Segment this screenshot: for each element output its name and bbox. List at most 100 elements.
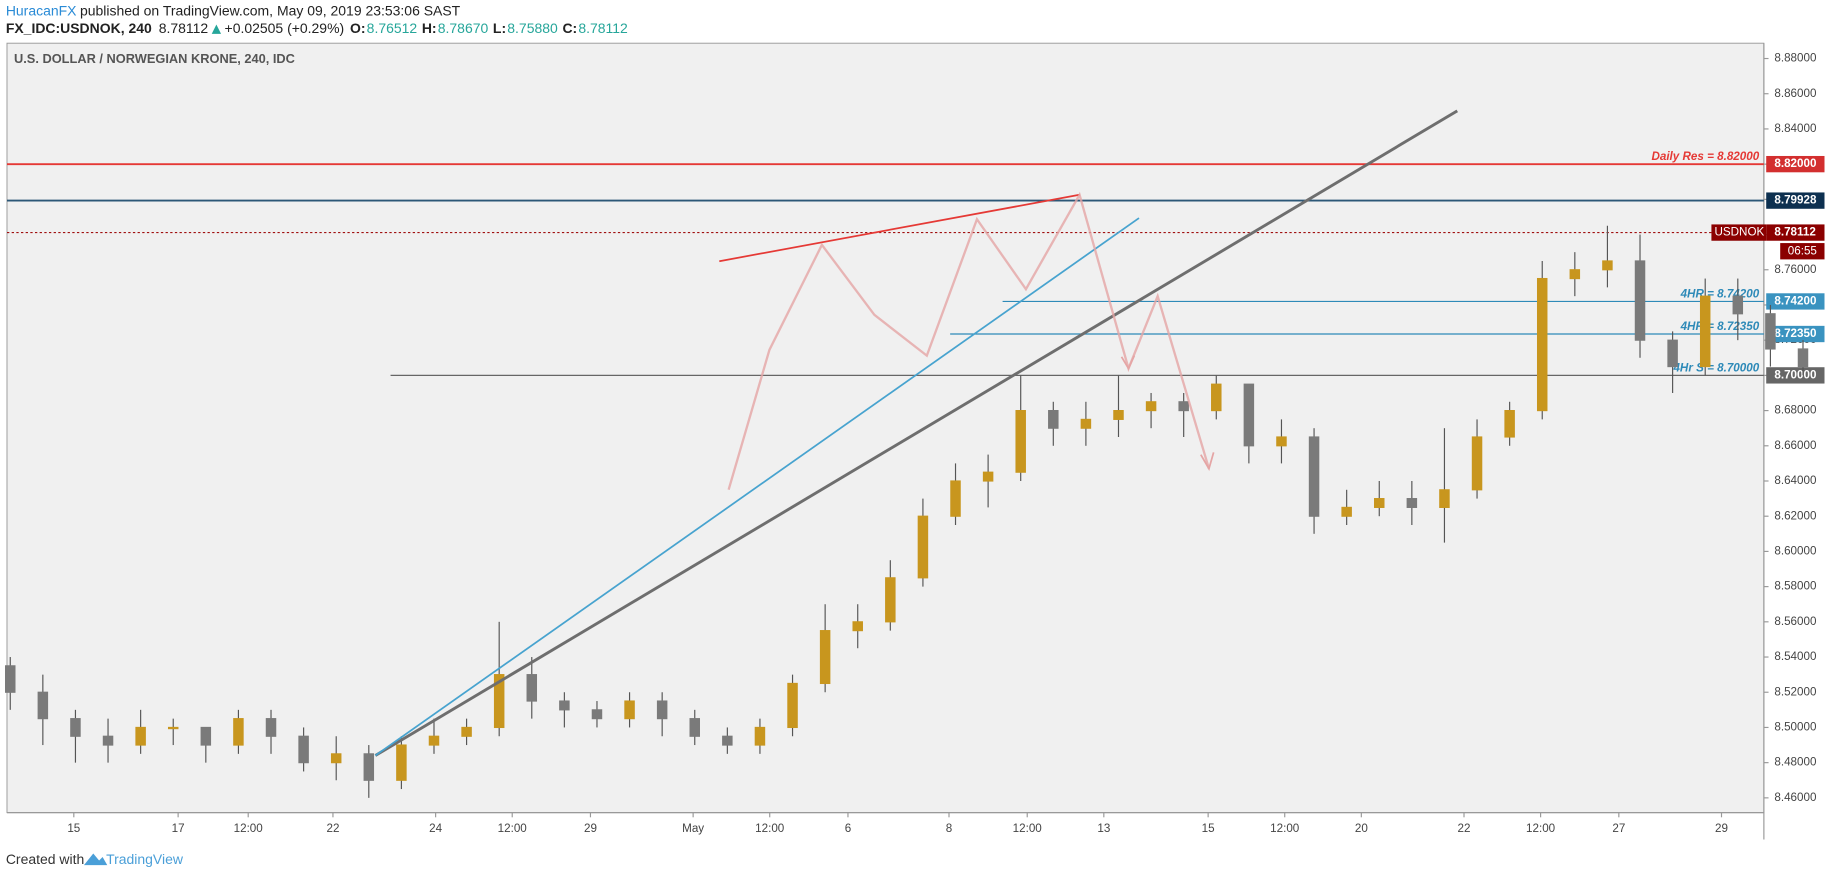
candle-body <box>982 471 994 482</box>
candle-body <box>1439 489 1450 508</box>
symbol: FX_IDC:USDNOK, 240 <box>6 20 152 36</box>
x-tick-label: 8 <box>946 822 952 835</box>
candle-body <box>37 691 49 720</box>
candle-body <box>559 700 570 711</box>
arrow-head <box>1200 452 1215 471</box>
candle-body <box>461 726 472 737</box>
y-tick-label: 8.68000 <box>1774 404 1817 417</box>
y-tick-label: 8.60000 <box>1774 544 1817 557</box>
candle-body <box>428 735 440 746</box>
candle-body <box>298 735 309 764</box>
chart-title: U.S. DOLLAR / NORWEGIAN KRONE, 240, IDC <box>14 51 295 66</box>
published: published on TradingView.com, May 09, 20… <box>80 2 461 18</box>
header: HuracanFX published on TradingView.com, … <box>6 2 628 35</box>
y-tick-label: 8.66000 <box>1774 439 1817 452</box>
x-tick-label: 12:00 <box>1526 822 1556 835</box>
candle-body <box>1211 383 1222 412</box>
x-tick-label: 12:00 <box>498 822 528 835</box>
candle-body <box>689 718 701 737</box>
y-tick-label: 8.88000 <box>1774 52 1817 65</box>
candle-body <box>1667 339 1678 368</box>
countdown-bg <box>1780 243 1825 260</box>
candle-body <box>885 577 896 623</box>
candle-body <box>330 753 342 764</box>
x-tick-label: 15 <box>1202 822 1215 835</box>
candle-body <box>233 718 244 746</box>
author[interactable]: HuracanFX <box>6 2 77 18</box>
axis-label-bg <box>1766 367 1825 384</box>
candle-body <box>1048 410 1059 429</box>
level-label: 4Hr S = 8.70000 <box>1672 361 1759 374</box>
axis-label: 8.79928 <box>1774 194 1817 207</box>
candle-body <box>754 726 766 746</box>
y-tick-label: 8.50000 <box>1774 721 1817 734</box>
ohlc-value: 8.78112 <box>578 20 628 36</box>
y-tick-label: 8.46000 <box>1774 791 1817 804</box>
candle-body <box>167 726 179 730</box>
x-tick-label: 6 <box>845 822 851 835</box>
x-tick-label: 12:00 <box>1270 822 1300 835</box>
candle-body <box>624 700 635 720</box>
drawings <box>374 109 1459 757</box>
candle-body <box>200 726 212 746</box>
candle-body <box>396 744 407 781</box>
up-arrow <box>211 24 222 34</box>
candle-body <box>1797 348 1809 368</box>
trendline <box>374 217 1140 757</box>
x-tick-label: 17 <box>172 822 185 835</box>
ohlc-label: O: <box>350 20 366 36</box>
candle-body <box>1080 418 1092 429</box>
y-tick-label: 8.54000 <box>1774 650 1817 663</box>
x-tick-label: 22 <box>1458 822 1471 835</box>
y-tick-label: 8.52000 <box>1774 685 1817 698</box>
candle-body <box>5 665 16 693</box>
ohlc-value: 8.76512 <box>367 20 418 36</box>
ohlc-label: L: <box>493 20 506 36</box>
level-label: 4HR = 8.72350 <box>1680 320 1760 333</box>
candle-body <box>1406 498 1418 508</box>
arrow-head <box>1120 355 1136 371</box>
wedge-line <box>719 193 1080 263</box>
last-price: 8.78112 <box>159 20 209 36</box>
candle-body <box>591 709 603 720</box>
axis-label-bg <box>1766 192 1825 209</box>
candle-body <box>70 718 81 737</box>
candle-body <box>1471 436 1483 491</box>
candle-body <box>1374 498 1385 508</box>
candle-body <box>1536 277 1548 412</box>
candle-body <box>1113 410 1124 420</box>
candle-body <box>917 515 929 579</box>
candle-body <box>526 674 538 702</box>
x-tick-label: 27 <box>1612 822 1625 835</box>
y-tick-label: 8.56000 <box>1774 615 1817 628</box>
y-tick-label: 8.64000 <box>1774 474 1817 487</box>
symbol-label: USDNOK <box>1714 226 1764 239</box>
candle-body <box>1276 436 1287 447</box>
candle-body <box>950 480 961 517</box>
x-tick-label: 20 <box>1355 822 1368 835</box>
logo <box>83 853 108 866</box>
candle-body <box>1504 410 1515 438</box>
trendline <box>374 109 1459 757</box>
x-tick-label: 13 <box>1097 822 1110 835</box>
candle-body <box>1732 295 1744 315</box>
y-tick-label: 8.62000 <box>1774 509 1817 522</box>
footer-brand[interactable]: TradingView <box>106 851 184 867</box>
candle-body <box>1569 269 1581 280</box>
axis-label: 8.74200 <box>1774 295 1816 308</box>
x-tick-label: 12:00 <box>234 822 264 835</box>
candle-body <box>1765 313 1776 350</box>
candle-body <box>1145 401 1157 412</box>
axis-label-bg <box>1766 325 1825 343</box>
x-tick-label: 29 <box>1715 822 1728 835</box>
x-tick-label: 22 <box>326 822 339 835</box>
candle-body <box>493 674 505 729</box>
candle-body <box>1341 506 1352 517</box>
candle-body <box>852 621 863 632</box>
candle-body <box>722 735 733 746</box>
axis-label-bg <box>1766 155 1825 173</box>
ohlc-label: H: <box>422 20 437 36</box>
candle-body <box>1602 260 1613 271</box>
axis-label: 8.70000 <box>1774 368 1816 381</box>
candle-body <box>102 735 114 746</box>
